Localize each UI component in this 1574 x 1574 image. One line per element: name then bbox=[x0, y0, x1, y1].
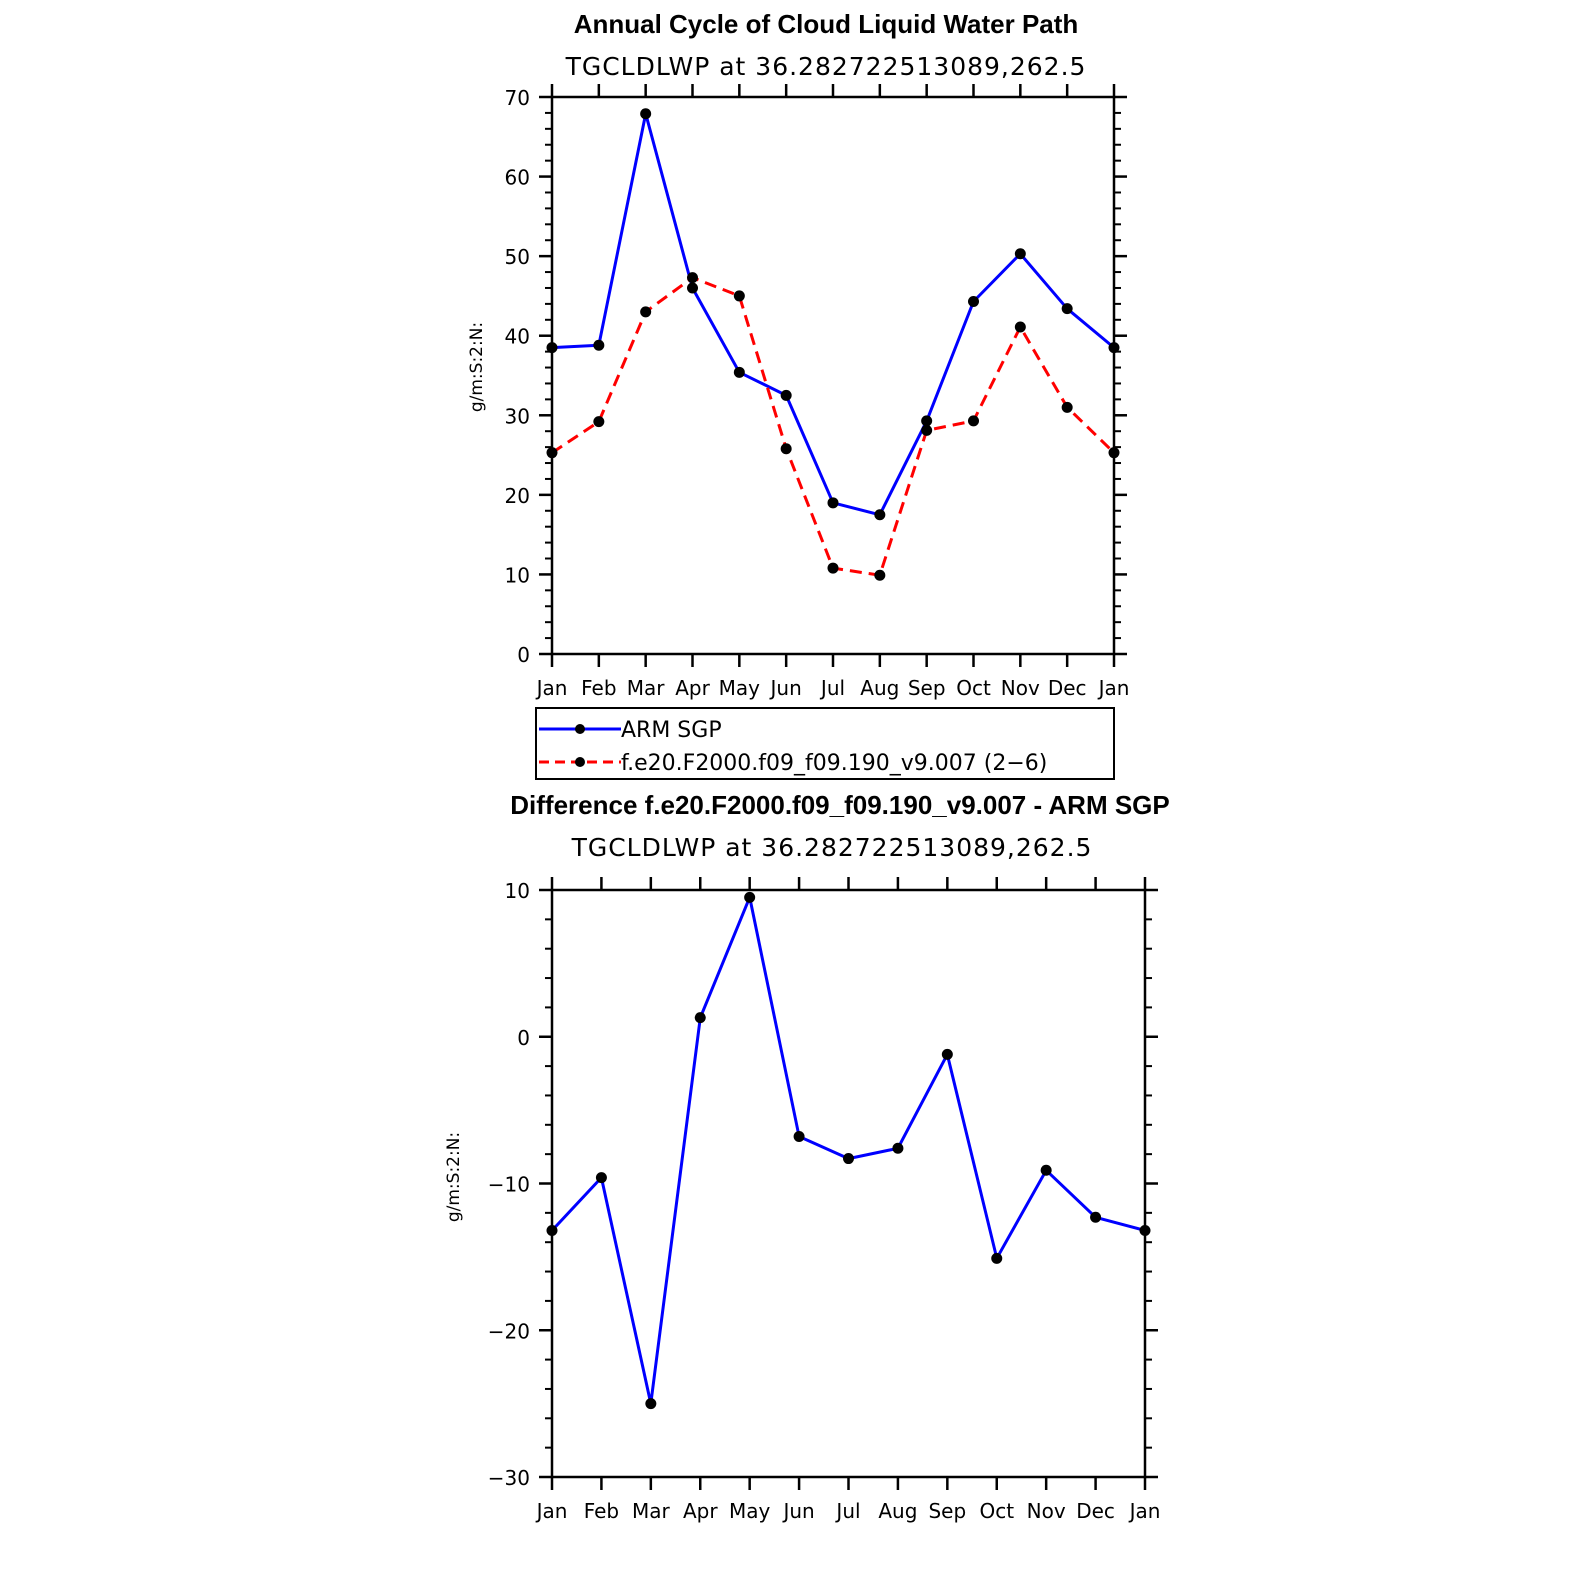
y-tick-label: −30 bbox=[488, 1466, 530, 1490]
x-tick-label: Jan bbox=[1097, 676, 1130, 700]
y-tick-label: 10 bbox=[505, 879, 530, 903]
data-point bbox=[1014, 321, 1026, 333]
y-tick-label: −10 bbox=[488, 1173, 530, 1197]
legend-label-model: f.e20.F2000.f09_f09.190_v9.007 (2−6) bbox=[621, 751, 1047, 776]
x-tick-label: Mar bbox=[632, 1499, 671, 1523]
data-point bbox=[733, 366, 745, 378]
x-tick-label: May bbox=[719, 676, 761, 700]
x-tick-label: Jul bbox=[819, 676, 845, 700]
chart-title: Difference f.e20.F2000.f09_f09.190_v9.00… bbox=[510, 790, 1170, 820]
data-point bbox=[892, 1142, 904, 1154]
series-line-1 bbox=[551, 276, 1116, 577]
data-point bbox=[780, 389, 792, 401]
data-point bbox=[874, 509, 886, 521]
y-tick-label: 0 bbox=[517, 643, 530, 667]
x-tick-label: Jun bbox=[769, 676, 802, 700]
data-point bbox=[827, 562, 839, 574]
data-point bbox=[593, 416, 605, 428]
x-tick-label: May bbox=[729, 1499, 771, 1523]
data-point bbox=[694, 1012, 706, 1024]
data-point bbox=[687, 282, 698, 294]
x-tick-label: Nov bbox=[1027, 1499, 1066, 1523]
x-tick-label: Jan bbox=[1128, 1499, 1161, 1523]
x-tick-label: Jan bbox=[535, 1499, 568, 1523]
x-tick-label: Mar bbox=[627, 676, 666, 700]
data-point bbox=[595, 1172, 607, 1184]
data-point bbox=[640, 306, 652, 318]
data-point bbox=[921, 424, 933, 436]
data-point bbox=[780, 443, 792, 455]
x-tick-label: Jan bbox=[535, 676, 568, 700]
y-tick-label: 10 bbox=[505, 563, 530, 587]
x-tick-label: Dec bbox=[1076, 1499, 1115, 1523]
annual-cycle-chart: Annual Cycle of Cloud Liquid Water Path … bbox=[467, 9, 1129, 700]
y-axis-label: g/m:S:2:N: bbox=[444, 1132, 464, 1222]
data-point bbox=[941, 1048, 953, 1060]
x-tick-label: Jun bbox=[781, 1499, 814, 1523]
y-tick-label: −20 bbox=[488, 1319, 530, 1343]
y-tick-label: 0 bbox=[517, 1026, 530, 1050]
data-point bbox=[593, 339, 605, 351]
series-line-0 bbox=[550, 895, 1146, 1406]
y-tick-label: 50 bbox=[505, 245, 530, 269]
data-point bbox=[1139, 1224, 1151, 1236]
x-tick-label: Aug bbox=[860, 676, 899, 700]
data-point bbox=[744, 891, 756, 903]
data-point bbox=[546, 1224, 558, 1236]
data-point bbox=[546, 342, 558, 354]
data-point bbox=[1040, 1164, 1052, 1176]
data-point bbox=[1061, 303, 1073, 315]
x-tick-label: Oct bbox=[956, 676, 991, 700]
chart-subtitle: TGCLDLWP at 36.282722513089,262.5 bbox=[565, 52, 1087, 81]
y-tick-label: 60 bbox=[505, 166, 530, 190]
data-point bbox=[687, 272, 698, 284]
x-tick-label: Sep bbox=[928, 1499, 966, 1523]
data-point bbox=[1014, 248, 1026, 260]
x-tick-label: Dec bbox=[1048, 676, 1087, 700]
data-point bbox=[1108, 342, 1120, 354]
x-tick-label: Sep bbox=[908, 676, 946, 700]
data-point bbox=[1061, 401, 1073, 413]
data-point bbox=[640, 108, 652, 120]
y-tick-label: 30 bbox=[505, 404, 530, 428]
data-point bbox=[1090, 1211, 1102, 1223]
y-axis-label: g/m:S:2:N: bbox=[467, 322, 487, 412]
data-point bbox=[874, 569, 886, 581]
legend-marker-model bbox=[575, 757, 585, 767]
x-tick-label: Jul bbox=[834, 1499, 860, 1523]
x-tick-label: Nov bbox=[1001, 676, 1040, 700]
legend-box bbox=[535, 707, 1115, 780]
y-tick-label: 20 bbox=[505, 484, 530, 508]
data-point bbox=[645, 1398, 657, 1410]
data-point bbox=[1108, 447, 1120, 459]
x-tick-label: Feb bbox=[584, 1499, 619, 1523]
x-tick-label: Oct bbox=[979, 1499, 1014, 1523]
legend-label-arm-sgp: ARM SGP bbox=[621, 718, 722, 743]
data-point bbox=[991, 1252, 1003, 1264]
x-tick-label: Apr bbox=[683, 1499, 718, 1523]
x-tick-label: Aug bbox=[878, 1499, 917, 1523]
data-point bbox=[968, 295, 979, 307]
data-point bbox=[843, 1153, 854, 1165]
data-point bbox=[733, 290, 745, 302]
series-line-0 bbox=[551, 112, 1115, 517]
legend: ARM SGP f.e20.F2000.f09_f09.190_v9.007 (… bbox=[535, 707, 1115, 780]
data-point bbox=[546, 447, 558, 459]
x-tick-label: Feb bbox=[581, 676, 616, 700]
data-point bbox=[827, 497, 839, 509]
plot-frame bbox=[550, 888, 1147, 1479]
legend-marker-arm-sgp bbox=[575, 724, 585, 734]
data-point bbox=[921, 415, 933, 427]
chart-title: Annual Cycle of Cloud Liquid Water Path bbox=[574, 9, 1079, 39]
data-point bbox=[793, 1131, 805, 1143]
y-tick-label: 40 bbox=[505, 325, 530, 349]
data-point bbox=[968, 415, 979, 427]
difference-chart: Difference f.e20.F2000.f09_f09.190_v9.00… bbox=[444, 790, 1170, 1523]
y-tick-label: 70 bbox=[505, 86, 530, 110]
chart-subtitle: TGCLDLWP at 36.282722513089,262.5 bbox=[571, 833, 1093, 862]
x-tick-label: Apr bbox=[675, 676, 710, 700]
